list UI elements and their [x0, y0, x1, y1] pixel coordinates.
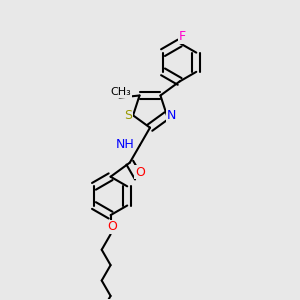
Text: O: O: [135, 166, 145, 179]
Text: F: F: [179, 30, 186, 43]
Text: CH₃: CH₃: [111, 87, 131, 97]
Text: S: S: [124, 109, 132, 122]
Text: N: N: [167, 109, 176, 122]
Text: O: O: [107, 220, 117, 233]
Text: NH: NH: [116, 138, 134, 151]
